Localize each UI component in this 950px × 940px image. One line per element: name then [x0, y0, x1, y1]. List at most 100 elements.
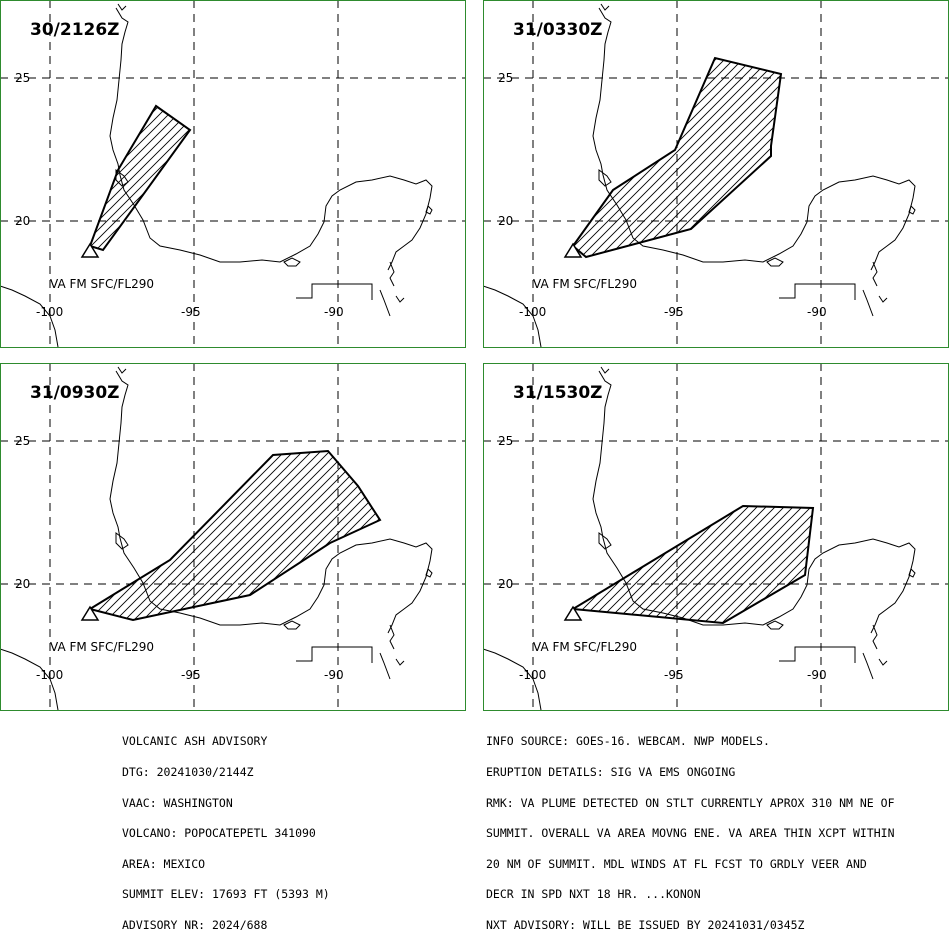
hatch-line — [911, 363, 950, 713]
hatch-line — [94, 106, 190, 250]
hatch-line — [90, 106, 190, 250]
hatch-line — [356, 0, 467, 350]
hatch-line — [0, 363, 13, 713]
advisory-line: SUMMIT ELEV: 17693 FT (5393 M) — [122, 887, 330, 902]
volcano-triangle — [563, 605, 583, 621]
hatch-line — [112, 106, 190, 250]
lon-tick-100: -100 — [519, 305, 546, 319]
hatch-line — [90, 106, 167, 250]
hatch-line — [586, 58, 781, 257]
hatch-line — [90, 451, 131, 620]
lon-tick-95: -95 — [181, 668, 201, 682]
hatch-line — [90, 451, 104, 620]
hatch-line — [166, 451, 380, 620]
plume-outline — [87, 449, 382, 622]
hatch-line — [676, 506, 813, 623]
hatch-line — [410, 0, 467, 350]
coast-line — [908, 205, 916, 215]
hatch-line — [90, 451, 194, 620]
hatch-line — [0, 363, 67, 713]
hatch-line — [573, 506, 758, 623]
advisory-line: VAAC: WASHINGTON — [122, 795, 233, 810]
lon-tick-100: -100 — [36, 305, 63, 319]
va-level-label: VA FM SFC/FL290 — [50, 277, 154, 291]
hatch-line — [446, 0, 467, 350]
hatch-line — [848, 363, 950, 713]
coast-line — [878, 658, 888, 666]
hatch-line — [401, 0, 467, 350]
hatch-line — [0, 363, 40, 713]
hatch-line — [893, 0, 950, 350]
coastline — [483, 366, 916, 711]
hatch-line — [573, 506, 813, 623]
plume-outline — [88, 104, 192, 252]
hatch-line — [573, 506, 813, 623]
lon-tick-100: -100 — [519, 668, 546, 682]
hatch-line — [902, 363, 950, 713]
hatch-line — [604, 506, 813, 623]
hatch-line — [90, 451, 113, 620]
hatch-line — [90, 106, 190, 250]
hatch-line — [90, 106, 190, 250]
hatch-line — [573, 506, 695, 623]
hatch-line — [573, 58, 677, 257]
hatch-line — [0, 0, 31, 350]
hatch-line — [573, 58, 781, 257]
hatch-line — [184, 451, 380, 620]
hatch-line — [90, 106, 140, 250]
hatch-line — [577, 506, 813, 623]
hatch-line — [573, 58, 722, 257]
hatch-line — [573, 58, 623, 257]
hatch-line — [483, 0, 505, 350]
hatch-line — [848, 0, 950, 350]
hatch-line — [329, 0, 467, 350]
hatch-line — [90, 451, 380, 620]
hatch-line — [573, 506, 803, 623]
hatch-line — [90, 106, 190, 250]
hatch-line — [90, 106, 190, 250]
hatch-line — [573, 58, 781, 257]
hatch-line — [866, 363, 950, 713]
hatch-line — [90, 451, 122, 620]
hatch-line — [193, 451, 380, 620]
hatch-line — [203, 0, 467, 350]
hatch-line — [90, 451, 95, 620]
hatch-line — [90, 106, 190, 250]
lat-tick-20: 20 — [498, 214, 513, 228]
hatch-line — [573, 58, 587, 257]
map-panel-3: 31/0930Z VA FM SFC/FL290 25 20 -100 -95 … — [0, 363, 467, 713]
hatch-line — [437, 363, 467, 713]
hatch-line — [604, 58, 781, 257]
coast-line — [0, 285, 59, 348]
hatch-line — [929, 0, 950, 350]
hatch-line — [90, 106, 190, 250]
panel-time: 31/1530Z — [513, 383, 603, 403]
coast-line — [379, 652, 391, 680]
coast-line — [115, 169, 129, 187]
hatch-line — [613, 506, 813, 623]
hatch-line — [0, 0, 85, 350]
lat-tick-25: 25 — [15, 71, 30, 85]
coast-line — [425, 568, 433, 578]
hatch-line — [301, 451, 380, 620]
hatch-line — [830, 0, 950, 350]
hatch-line — [419, 363, 467, 713]
hatch-line — [220, 451, 380, 620]
hatch-line — [310, 451, 380, 620]
hatch-line — [112, 451, 380, 620]
hatch-line — [247, 451, 380, 620]
hatch-line — [90, 106, 122, 250]
hatch-line — [364, 451, 380, 620]
hatch-line — [595, 58, 781, 257]
hatch-line — [90, 106, 190, 250]
hatch-line — [90, 106, 190, 250]
hatch-line — [483, 0, 514, 350]
hatch-line — [573, 506, 614, 623]
hatch-line — [302, 0, 467, 350]
hatch-line — [90, 106, 190, 250]
coast-line — [862, 652, 874, 680]
hatch-line — [392, 363, 467, 713]
coast-line — [109, 370, 433, 634]
hatch-line — [0, 0, 22, 350]
hatch-line — [401, 363, 467, 713]
